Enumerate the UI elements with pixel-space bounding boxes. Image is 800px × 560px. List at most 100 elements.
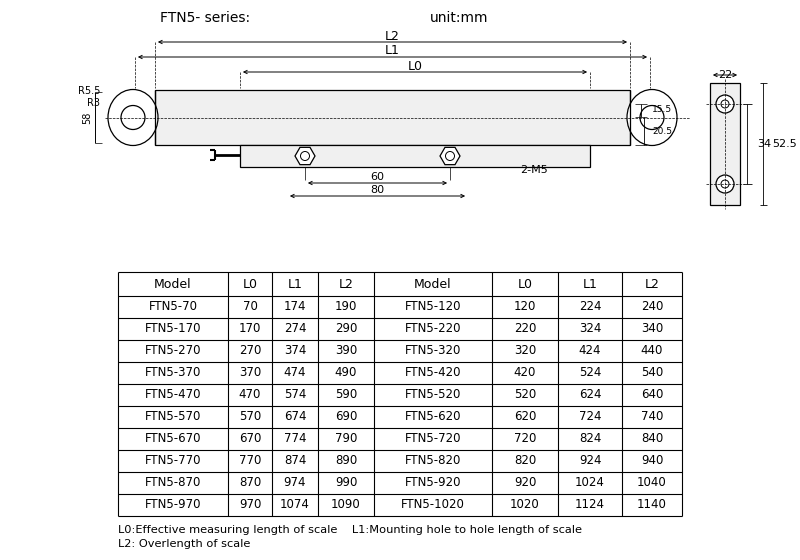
Text: 22: 22	[718, 70, 732, 80]
Text: 440: 440	[641, 344, 663, 357]
Text: 740: 740	[641, 410, 663, 423]
Text: 290: 290	[335, 323, 357, 335]
Text: 774: 774	[284, 432, 306, 446]
Circle shape	[716, 95, 734, 113]
Text: FTN5-570: FTN5-570	[145, 410, 201, 423]
Circle shape	[716, 175, 734, 193]
Text: FTN5- series:: FTN5- series:	[160, 11, 250, 25]
Text: 220: 220	[514, 323, 536, 335]
Text: 820: 820	[514, 455, 536, 468]
Text: FTN5-120: FTN5-120	[405, 301, 462, 314]
Text: L2: L2	[338, 278, 354, 291]
Text: 490: 490	[335, 366, 357, 380]
Text: 574: 574	[284, 389, 306, 402]
Text: 870: 870	[239, 477, 261, 489]
Text: 770: 770	[239, 455, 261, 468]
Text: L0: L0	[242, 278, 258, 291]
Text: 420: 420	[514, 366, 536, 380]
Text: 324: 324	[579, 323, 601, 335]
Text: 670: 670	[239, 432, 261, 446]
Text: 970: 970	[239, 498, 261, 511]
Text: FTN5-670: FTN5-670	[145, 432, 202, 446]
Text: 1020: 1020	[510, 498, 540, 511]
Text: FTN5-520: FTN5-520	[405, 389, 461, 402]
Text: L0: L0	[407, 59, 422, 72]
Circle shape	[721, 180, 729, 188]
Text: FTN5-320: FTN5-320	[405, 344, 461, 357]
Text: 690: 690	[335, 410, 357, 423]
Text: 974: 974	[284, 477, 306, 489]
Text: 520: 520	[514, 389, 536, 402]
Text: unit:mm: unit:mm	[430, 11, 489, 25]
Text: 924: 924	[578, 455, 602, 468]
Circle shape	[446, 152, 454, 161]
Text: 620: 620	[514, 410, 536, 423]
Text: 270: 270	[239, 344, 261, 357]
Text: L1: L1	[287, 278, 302, 291]
Text: FTN5-870: FTN5-870	[145, 477, 201, 489]
Text: 540: 540	[641, 366, 663, 380]
Text: 424: 424	[578, 344, 602, 357]
Text: 790: 790	[335, 432, 357, 446]
Bar	[240, 145, 590, 167]
Text: FTN5-370: FTN5-370	[145, 366, 201, 380]
Text: 720: 720	[514, 432, 536, 446]
Text: 920: 920	[514, 477, 536, 489]
Text: 390: 390	[335, 344, 357, 357]
Text: 15.5: 15.5	[652, 105, 672, 114]
Text: 1140: 1140	[637, 498, 667, 511]
Text: L1: L1	[582, 278, 598, 291]
Text: 120: 120	[514, 301, 536, 314]
Text: 370: 370	[239, 366, 261, 380]
Text: 320: 320	[514, 344, 536, 357]
Text: 174: 174	[284, 301, 306, 314]
Text: L0: L0	[518, 278, 533, 291]
Ellipse shape	[627, 90, 677, 146]
Text: L0:Effective measuring length of scale    L1:Mounting hole to hole length of sca: L0:Effective measuring length of scale L…	[118, 525, 582, 535]
Text: 524: 524	[579, 366, 601, 380]
Text: 240: 240	[641, 301, 663, 314]
Text: 190: 190	[335, 301, 357, 314]
Text: FTN5-270: FTN5-270	[145, 344, 202, 357]
Text: FTN5-620: FTN5-620	[405, 410, 462, 423]
Text: 1090: 1090	[331, 498, 361, 511]
Text: R5.5: R5.5	[78, 86, 100, 96]
Text: FTN5-920: FTN5-920	[405, 477, 462, 489]
Text: 674: 674	[284, 410, 306, 423]
Text: 470: 470	[239, 389, 261, 402]
Bar	[710, 83, 740, 205]
Text: FTN5-470: FTN5-470	[145, 389, 202, 402]
Text: 1074: 1074	[280, 498, 310, 511]
Ellipse shape	[640, 105, 664, 129]
Text: 1024: 1024	[575, 477, 605, 489]
Text: 2-M5: 2-M5	[520, 165, 548, 175]
Text: 224: 224	[578, 301, 602, 314]
Text: 990: 990	[335, 477, 357, 489]
Text: 374: 374	[284, 344, 306, 357]
Text: Model: Model	[414, 278, 452, 291]
Text: 52.5: 52.5	[772, 139, 797, 149]
Text: 34: 34	[757, 139, 771, 149]
Text: FTN5-970: FTN5-970	[145, 498, 202, 511]
Text: 640: 640	[641, 389, 663, 402]
Text: 624: 624	[578, 389, 602, 402]
Text: FTN5-1020: FTN5-1020	[401, 498, 465, 511]
Text: 20.5: 20.5	[652, 127, 672, 136]
Text: Model: Model	[154, 278, 192, 291]
Text: 1040: 1040	[637, 477, 667, 489]
Text: 274: 274	[284, 323, 306, 335]
Text: FTN5-720: FTN5-720	[405, 432, 462, 446]
Text: 570: 570	[239, 410, 261, 423]
Text: FTN5-420: FTN5-420	[405, 366, 462, 380]
Text: FTN5-70: FTN5-70	[149, 301, 198, 314]
Text: L2: L2	[385, 30, 400, 43]
Circle shape	[721, 100, 729, 108]
Text: 940: 940	[641, 455, 663, 468]
Text: 890: 890	[335, 455, 357, 468]
Text: 874: 874	[284, 455, 306, 468]
Text: 80: 80	[370, 185, 385, 195]
Text: FTN5-170: FTN5-170	[145, 323, 202, 335]
Text: 60: 60	[370, 172, 385, 182]
Text: R3: R3	[87, 98, 100, 108]
Text: L2: Overlength of scale: L2: Overlength of scale	[118, 539, 250, 549]
